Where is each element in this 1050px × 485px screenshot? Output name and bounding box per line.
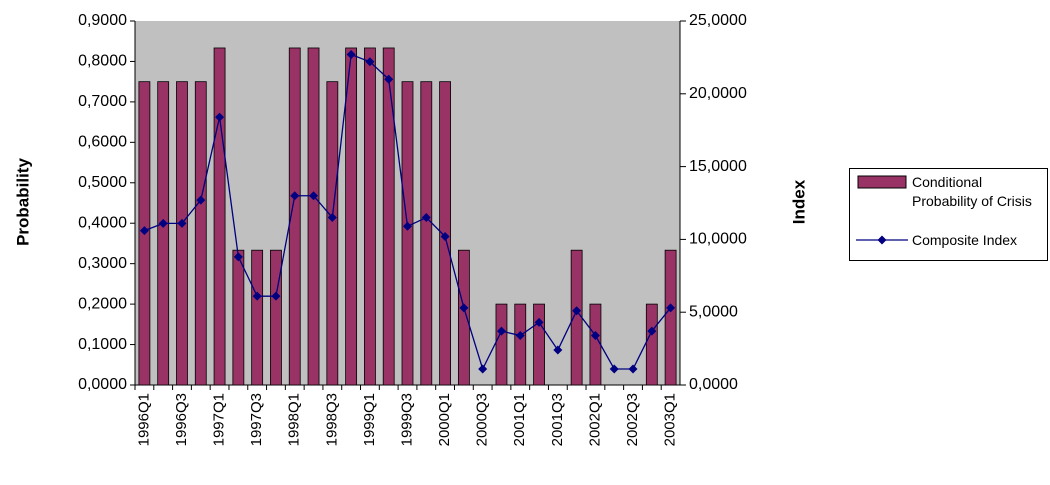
y-tick-label: 0,3000	[78, 255, 127, 272]
x-tick-label: 1997Q3	[248, 393, 265, 446]
x-tick-label: 1998Q1	[286, 393, 303, 446]
y-tick-label: 0,6000	[78, 134, 127, 151]
legend: Conditional Probability of Crisis Composi…	[849, 168, 1048, 261]
legend-label: Conditional Probability of Crisis	[912, 174, 1032, 209]
y2-tick-label: 15,0000	[689, 158, 747, 175]
marker	[158, 218, 168, 228]
legend-swatch	[856, 235, 908, 245]
bar	[326, 81, 339, 386]
x-tick-label: 2002Q1	[586, 393, 603, 446]
marker	[139, 226, 149, 236]
bar	[664, 249, 677, 386]
x-tick-label: 2000Q1	[436, 393, 453, 446]
y-tick-label: 0,9000	[78, 12, 127, 29]
marker	[327, 213, 337, 223]
x-tick-label: 1998Q3	[323, 393, 340, 446]
marker	[628, 364, 638, 374]
marker	[496, 326, 506, 336]
legend-label: Composite Index	[912, 232, 1018, 248]
bar	[514, 303, 527, 386]
y2-tick-label: 10,0000	[689, 231, 747, 248]
marker	[177, 218, 187, 228]
x-tick-label: 1996Q1	[135, 393, 152, 446]
x-tick-label: 2001Q3	[549, 393, 566, 446]
bar	[645, 303, 658, 386]
marker	[290, 191, 300, 201]
marker	[309, 191, 319, 201]
marker	[384, 74, 394, 84]
y2-tick-label: 25,0000	[689, 12, 747, 29]
y-tick-label: 0,7000	[78, 93, 127, 110]
marker	[647, 326, 657, 336]
legend-entry: Composite Index	[856, 231, 1040, 250]
marker	[553, 345, 563, 355]
bar	[364, 47, 376, 386]
bar	[420, 81, 433, 386]
marker	[403, 221, 412, 231]
bar	[288, 47, 301, 386]
marker	[515, 330, 525, 340]
bar	[307, 47, 320, 386]
marker	[196, 195, 206, 205]
bar	[533, 303, 545, 386]
marker	[572, 306, 582, 316]
marker	[459, 303, 469, 313]
x-tick-label: 1997Q1	[211, 393, 228, 446]
y2-tick-label: 0,0000	[689, 376, 738, 393]
y2-tick-label: 20,0000	[689, 85, 747, 102]
bar	[382, 47, 395, 386]
legend-bar	[857, 175, 907, 189]
y-tick-label: 0,5000	[78, 174, 127, 191]
y2-tick-label: 5,0000	[689, 303, 738, 320]
marker	[346, 49, 356, 59]
marker	[440, 231, 450, 241]
y2-axis-title: Index	[789, 179, 808, 224]
x-tick-label: 2001Q1	[511, 393, 528, 446]
x-tick-label: 2002Q3	[624, 393, 641, 446]
legend-marker	[877, 235, 887, 245]
bar	[176, 81, 188, 386]
marker	[215, 112, 225, 122]
y-axis-title: Probability	[13, 158, 32, 246]
marker	[666, 303, 676, 313]
bar	[589, 303, 602, 386]
y-tick-label: 0,2000	[78, 295, 127, 312]
bar	[495, 303, 508, 386]
y-tick-label: 0,0000	[78, 376, 127, 393]
bar	[345, 47, 358, 386]
bar	[251, 249, 264, 386]
marker	[421, 213, 431, 223]
y-tick-label: 0,4000	[78, 214, 127, 231]
bar	[232, 249, 245, 386]
x-tick-label: 2003Q1	[662, 393, 679, 446]
marker	[271, 291, 281, 301]
bar	[157, 81, 170, 386]
bar	[270, 249, 282, 386]
marker	[478, 364, 488, 374]
marker	[534, 317, 544, 327]
legend-swatch	[857, 175, 907, 189]
x-tick-label: 1996Q3	[173, 393, 190, 446]
marker	[590, 330, 600, 340]
bar	[213, 47, 226, 386]
marker	[609, 364, 619, 374]
x-tick-label: 1999Q1	[361, 393, 378, 446]
x-tick-label: 2000Q3	[474, 393, 491, 446]
legend-entry: Conditional Probability of Crisis	[856, 173, 1040, 211]
bar	[457, 249, 470, 386]
bar	[401, 81, 414, 386]
x-tick-label: 1999Q3	[398, 393, 415, 446]
y-tick-label: 0,1000	[78, 336, 127, 353]
y-tick-label: 0,8000	[78, 53, 127, 70]
bar	[194, 81, 207, 386]
marker	[233, 252, 243, 262]
marker	[365, 57, 375, 67]
marker	[252, 291, 262, 301]
